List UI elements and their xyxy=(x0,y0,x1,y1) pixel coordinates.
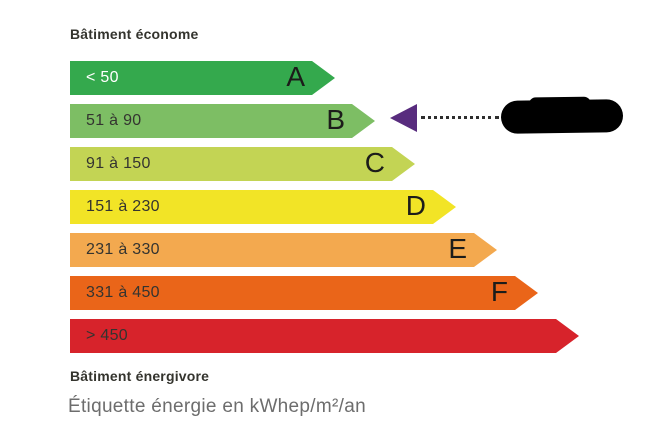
energy-bar-b: 51 à 90 B xyxy=(70,104,375,138)
energy-label-caption: Étiquette énergie en kWhep/m²/an xyxy=(68,396,366,417)
energy-grade-letter: D xyxy=(405,190,426,221)
energy-range-label: 231 à 330 xyxy=(86,241,160,258)
rating-pointer-arrow-icon xyxy=(390,104,417,132)
energy-bar-a: < 50 A xyxy=(70,61,335,95)
energy-bar-g: > 450 xyxy=(70,319,579,353)
indicator-dotted-line xyxy=(421,116,499,119)
energy-range-label: 151 à 230 xyxy=(86,198,160,215)
energy-bar-e: 231 à 330 E xyxy=(70,233,497,267)
energy-range-label: 331 à 450 xyxy=(86,284,160,301)
energy-range-label: > 450 xyxy=(86,327,128,344)
economical-building-label: Bâtiment économe xyxy=(70,26,199,42)
energy-grade-letter: F xyxy=(490,276,508,307)
redacted-value-marker xyxy=(500,99,624,134)
energy-grade-letter: C xyxy=(364,147,385,178)
energy-bar-f: 331 à 450 F xyxy=(70,276,538,310)
energy-grade-letter: B xyxy=(326,104,345,135)
energy-bar-c: 91 à 150 C xyxy=(70,147,415,181)
energy-intensive-building-label: Bâtiment énergivore xyxy=(70,368,210,384)
energy-range-label: 91 à 150 xyxy=(86,155,151,172)
energy-grade-letter: A xyxy=(286,61,305,92)
energy-range-label: 51 à 90 xyxy=(86,112,142,129)
energy-scale: < 50 A 51 à 90 B 91 à 150 C 151 à 230 D … xyxy=(70,61,579,362)
energy-range-label: < 50 xyxy=(86,69,119,86)
energy-bar-d: 151 à 230 D xyxy=(70,190,456,224)
energy-grade-letter: E xyxy=(448,233,467,264)
